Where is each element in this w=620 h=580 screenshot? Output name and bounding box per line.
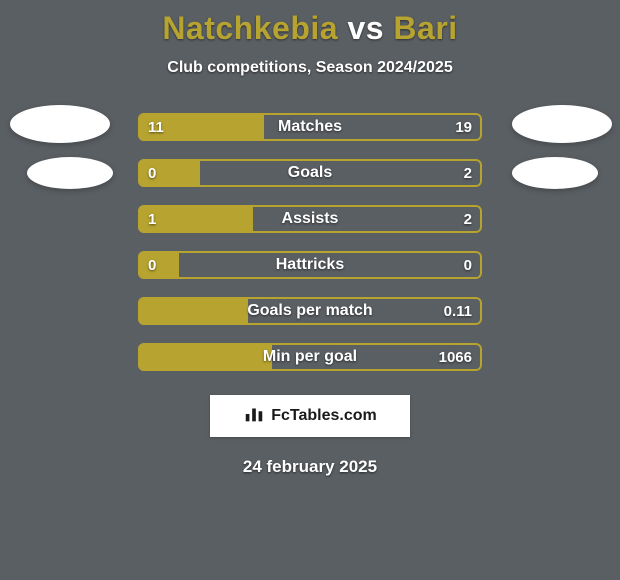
source-text: FcTables.com <box>271 407 377 425</box>
stat-bars: 11Matches190Goals21Assists20Hattricks0Go… <box>138 113 482 371</box>
stat-value-right: 0 <box>464 251 472 279</box>
subtitle: Club competitions, Season 2024/2025 <box>167 59 452 77</box>
player1-name: Natchkebia <box>162 10 338 46</box>
stat-value-right: 1066 <box>439 343 472 371</box>
avatar-player2-bottom <box>512 157 598 189</box>
stat-row: 1Assists2 <box>138 205 482 233</box>
comparison-card: Natchkebia vs Bari Club competitions, Se… <box>0 0 620 580</box>
stat-row: Min per goal1066 <box>138 343 482 371</box>
stat-row: Goals per match0.11 <box>138 297 482 325</box>
chart-icon <box>243 403 265 430</box>
stat-value-right: 0.11 <box>444 297 472 325</box>
stat-label: Matches <box>138 113 482 141</box>
avatar-player1-bottom <box>27 157 113 189</box>
stat-label: Goals <box>138 159 482 187</box>
stat-label: Hattricks <box>138 251 482 279</box>
page-title: Natchkebia vs Bari <box>162 10 457 47</box>
stat-label: Goals per match <box>138 297 482 325</box>
stats-area: 11Matches190Goals21Assists20Hattricks0Go… <box>0 113 620 371</box>
source-badge: FcTables.com <box>210 395 410 437</box>
stat-row: 0Goals2 <box>138 159 482 187</box>
stat-value-right: 19 <box>455 113 472 141</box>
stat-label: Min per goal <box>138 343 482 371</box>
stat-row: 0Hattricks0 <box>138 251 482 279</box>
date: 24 february 2025 <box>243 457 377 477</box>
stat-label: Assists <box>138 205 482 233</box>
stat-value-right: 2 <box>464 159 472 187</box>
avatar-player2-top <box>512 105 612 143</box>
vs-text: vs <box>338 10 393 46</box>
avatar-player1-top <box>10 105 110 143</box>
stat-row: 11Matches19 <box>138 113 482 141</box>
player2-name: Bari <box>393 10 457 46</box>
stat-value-right: 2 <box>464 205 472 233</box>
